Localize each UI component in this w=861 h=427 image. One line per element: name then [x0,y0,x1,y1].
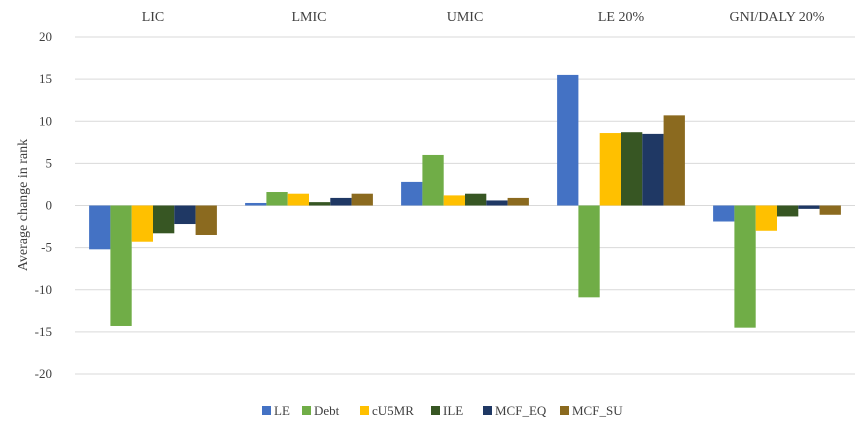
bar-le [557,74,579,206]
bar-debt [266,192,288,206]
bar-ile [153,205,175,234]
y-tick-label: -15 [35,324,52,339]
bar-mcf-eq [798,205,820,209]
bar-mcf-eq [642,133,664,206]
legend-swatch [483,406,492,415]
bar-ile [465,193,487,206]
y-tick-label: 20 [39,29,52,44]
category-label: GNI/DALY 20% [730,10,825,25]
bar-mcf-su [507,197,529,206]
y-tick-label: 10 [39,113,52,128]
bar-ile [309,202,331,206]
y-tick-label: -20 [35,366,52,381]
bar-mcf-eq [174,205,196,225]
legend-label: ILE [443,403,463,418]
category-label: LMIC [292,10,327,25]
legend-swatch [360,406,369,415]
bar-debt [734,205,756,328]
bar-cu5mr [755,205,777,231]
legend-label: LE [274,403,290,418]
bar-cu5mr [443,195,465,206]
bar-ile [777,205,799,217]
bars [89,74,841,328]
bar-cu5mr [287,193,309,206]
legend-label: cU5MR [372,403,414,418]
bar-mcf-su [663,115,685,206]
y-tick-label: 5 [46,155,53,170]
bar-mcf-su [195,205,217,235]
legend-swatch [262,406,271,415]
category-label: LIC [142,10,165,25]
bar-cu5mr [599,133,621,206]
legend-swatch [431,406,440,415]
y-tick-label: 0 [46,198,53,213]
bar-mcf-su [351,193,373,206]
legend-swatch [302,406,311,415]
bar-debt [110,205,132,326]
bar-le [245,202,267,206]
bar-le [401,181,423,206]
bar-debt [422,154,444,206]
legend-label: MCF_SU [572,403,623,418]
bar-mcf-eq [486,200,508,206]
bar-le [713,205,735,222]
bar-le [89,205,111,250]
bar-mcf-su [819,205,841,215]
category-labels: LIC LMIC UMIC LE 20% GNI/DALY 20% [142,10,825,25]
y-tick-label: -5 [41,240,52,255]
bar-ile [621,132,643,206]
bar-debt [578,205,600,298]
bar-mcf-eq [330,197,352,206]
y-tick-labels: 20 15 10 5 0 -5 -10 -15 -20 [35,29,52,381]
legend-swatch [560,406,569,415]
category-label: LE 20% [598,10,645,25]
y-tick-label: 15 [39,71,52,86]
legend: LE Debt cU5MR ILE MCF_EQ MCF_SU [262,403,623,418]
category-label: UMIC [447,10,484,25]
y-tick-label: -10 [35,282,52,297]
legend-label: Debt [314,403,340,418]
y-axis-label: Average change in rank [16,139,31,271]
bar-cu5mr [131,205,153,242]
legend-label: MCF_EQ [495,403,547,418]
